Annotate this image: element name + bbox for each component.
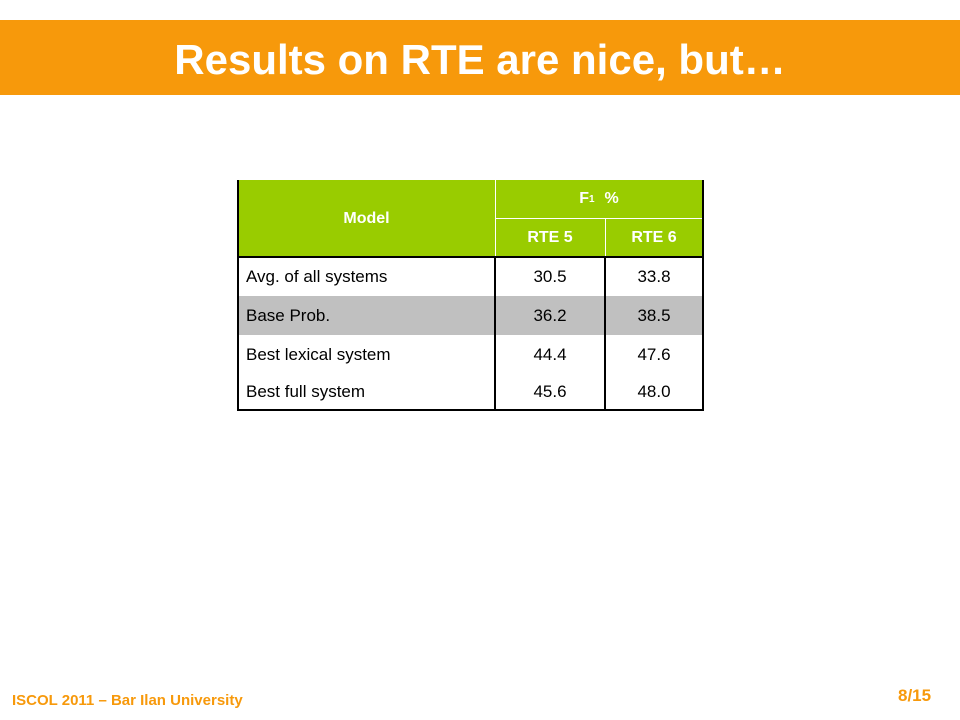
column-header: RTE 5: [495, 218, 605, 257]
row-label: Best lexical system: [246, 344, 391, 364]
table-border: [494, 257, 496, 411]
table-border: [237, 256, 704, 258]
page-number: 8/15: [898, 686, 932, 705]
header-divider: [605, 218, 606, 257]
model-header: Model: [238, 180, 495, 257]
cell-value: 30.5: [533, 266, 567, 286]
header-divider: [495, 218, 703, 219]
metric-sub: 1: [588, 193, 595, 205]
footer-venue: ISCOL 2011 – Bar Ilan University: [12, 692, 243, 709]
cell-value: 33.8: [637, 266, 671, 286]
cell-value: 48.0: [637, 382, 671, 401]
row-label: Avg. of all systems: [246, 266, 388, 286]
title-bar: [0, 20, 960, 95]
cell-value: 45.6: [533, 382, 567, 401]
metric-unit: %: [604, 190, 619, 207]
table-border: [237, 409, 704, 411]
metric-base: F: [579, 190, 589, 207]
cell-value: 38.5: [605, 296, 703, 335]
metric-header: F 1%: [495, 180, 703, 218]
cell-value: 47.6: [637, 344, 671, 364]
cell-value: 44.4: [533, 344, 567, 364]
row-label: Best full system: [246, 382, 366, 401]
table-border: [604, 257, 606, 411]
table-border: [237, 180, 239, 411]
row-label: Base Prob.: [238, 296, 495, 335]
table-border: [702, 180, 704, 411]
slide-title: Results on RTE are nice, but…: [174, 36, 786, 83]
column-header: RTE 6: [605, 218, 703, 257]
cell-value: 36.2: [495, 296, 605, 335]
